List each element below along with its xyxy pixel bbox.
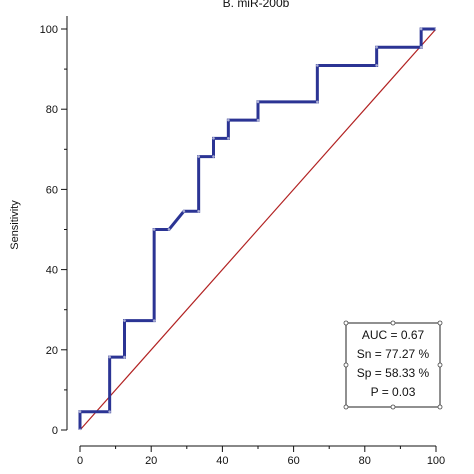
y-tick-label: 0 <box>52 425 58 437</box>
roc-point <box>226 118 230 122</box>
stats-box-handle <box>343 404 349 410</box>
roc-point <box>315 64 319 67</box>
y-tick-label: 60 <box>46 184 58 196</box>
roc-point <box>167 228 171 231</box>
roc-point <box>375 45 379 49</box>
stats-box-handle <box>437 320 443 326</box>
specificity-text: Sp = 58.33 % <box>357 366 430 380</box>
y-tick-label: 80 <box>46 104 58 116</box>
roc-point <box>212 155 215 158</box>
y-tick-label: 40 <box>46 265 58 277</box>
y-tick-label: 100 <box>40 24 58 36</box>
roc-point <box>123 319 126 322</box>
roc-point <box>212 137 215 140</box>
y-tick-label: 20 <box>46 345 58 357</box>
roc-point <box>226 137 230 140</box>
sensitivity-text: Sn = 77.27 % <box>357 347 430 361</box>
roc-point <box>152 319 156 322</box>
roc-point <box>434 27 438 31</box>
x-tick-label: 100 <box>427 455 445 467</box>
auc-text: AUC = 0.67 <box>362 328 425 342</box>
roc-point <box>78 428 82 432</box>
x-tick-label: 0 <box>77 455 83 467</box>
x-tick-label: 40 <box>216 455 228 467</box>
x-tick-label: 80 <box>359 455 371 467</box>
roc-point <box>419 27 423 31</box>
roc-point <box>182 209 186 213</box>
roc-point <box>197 155 201 158</box>
roc-point <box>108 410 112 414</box>
stats-box-handle <box>390 404 396 410</box>
roc-point <box>419 45 423 49</box>
stats-box-handle <box>437 362 443 368</box>
roc-point <box>123 355 126 359</box>
roc-point <box>256 100 260 104</box>
stats-box: AUC = 0.67 Sn = 77.27 % Sp = 58.33 % P =… <box>343 320 443 410</box>
stats-box-handle <box>343 362 349 368</box>
x-tick-label: 20 <box>145 455 157 467</box>
roc-point <box>256 118 260 122</box>
y-axis-label: Sensitivity <box>9 200 21 250</box>
x-tick-label: 60 <box>287 455 299 467</box>
stats-box-handle <box>390 320 396 326</box>
roc-point <box>152 228 156 231</box>
reference-line <box>79 28 437 431</box>
roc-point <box>197 209 201 213</box>
roc-point <box>315 100 319 104</box>
chart-title: B. miR-200b <box>223 0 290 10</box>
stats-box-handle <box>343 320 349 326</box>
roc-point <box>375 64 379 67</box>
plot-area: 0 20 40 60 80 100 0 20 40 60 80 100 <box>40 16 445 467</box>
p-value-text: P = 0.03 <box>371 385 416 399</box>
roc-point <box>108 355 112 359</box>
stats-box-handle <box>437 404 443 410</box>
roc-point <box>78 410 82 414</box>
